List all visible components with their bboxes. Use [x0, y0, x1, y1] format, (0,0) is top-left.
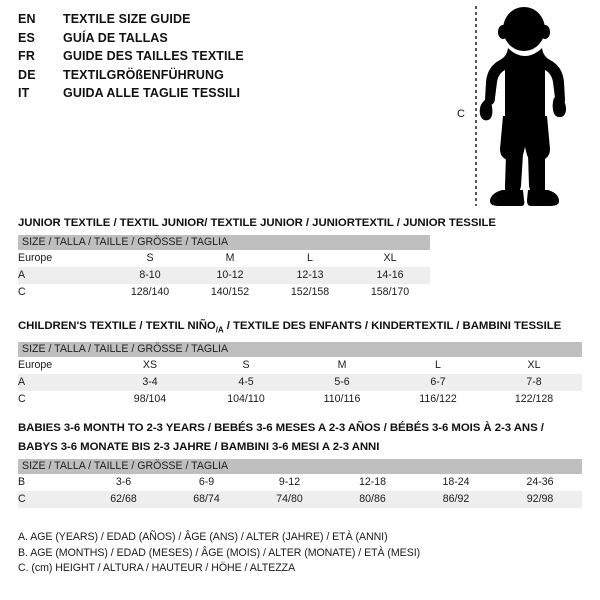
table-band-header: SIZE / TALLA / TAILLE / GRÖSSE / TAGLIA: [18, 342, 583, 358]
language-code: FR: [18, 49, 36, 63]
measure-label-c: C: [457, 108, 465, 120]
table-cell: 12-18: [331, 474, 414, 491]
table-row: A 8-10 10-12 12-13 14-16: [18, 267, 430, 284]
section-babies: BABIES 3-6 MONTH TO 2-3 YEARS / BEBÉS 3-…: [18, 421, 583, 508]
language-code: DE: [18, 67, 36, 82]
table-cell: 158/170: [350, 284, 430, 301]
section-heading-babies-line1: BABIES 3-6 MONTH TO 2-3 YEARS / BEBÉS 3-…: [18, 422, 544, 434]
table-row: C 128/140 140/152 152/158 158/170: [18, 284, 430, 301]
table-cell: S: [110, 250, 190, 267]
table-cell: 3-6: [82, 474, 165, 491]
language-row: FR GUIDE DES TAILLES TEXTILE: [18, 49, 418, 68]
table-row: B 3-6 6-9 9-12 12-18 18-24 24-36: [18, 474, 583, 491]
row-label: Europe: [18, 357, 102, 375]
table-row: C 98/104 104/110 110/116 116/122 122/128: [18, 391, 583, 409]
size-table-children: SIZE / TALLA / TAILLE / GRÖSSE / TAGLIA …: [18, 342, 583, 409]
language-row: EN TEXTILE SIZE GUIDE: [18, 12, 418, 31]
section-junior: JUNIOR TEXTILE / TEXTIL JUNIOR/ TEXTILE …: [18, 216, 496, 301]
table-cell: 12-13: [270, 267, 350, 284]
language-title: GUÍA DE TALLAS: [63, 30, 168, 45]
table-cell: M: [190, 250, 270, 267]
table-cell: 24-36: [498, 474, 583, 491]
table-row: Europe S M L XL: [18, 250, 430, 267]
table-cell: 152/158: [270, 284, 350, 301]
table-cell: 68/74: [165, 491, 248, 508]
table-cell: 104/110: [198, 391, 294, 409]
row-label: B: [18, 474, 82, 491]
table-row: A 3-4 4-5 5-6 6-7 7-8: [18, 374, 583, 392]
table-cell: 18-24: [414, 474, 498, 491]
section-heading-babies-line2: BABYS 3-6 MONATE BIS 2-3 JAHRE / BAMBINI…: [18, 441, 380, 453]
table-cell: 3-4: [102, 374, 198, 392]
language-title: GUIDE DES TAILLES TEXTILE: [63, 49, 244, 63]
table-cell: 80/86: [331, 491, 414, 508]
table-band-header: SIZE / TALLA / TAILLE / GRÖSSE / TAGLIA: [18, 235, 430, 250]
table-cell: S: [198, 357, 294, 375]
size-table-junior: SIZE / TALLA / TAILLE / GRÖSSE / TAGLIA …: [18, 235, 430, 301]
legend-block: A. AGE (YEARS) / EDAD (AÑOS) / ÂGE (ANS)…: [18, 530, 420, 577]
table-cell: 62/68: [82, 491, 165, 508]
row-label: C: [18, 491, 82, 508]
table-cell: 116/122: [390, 391, 486, 409]
table-cell: 110/116: [294, 391, 390, 409]
band-label: SIZE / TALLA / TAILLE / GRÖSSE / TAGLIA: [18, 342, 583, 358]
table-cell: 86/92: [414, 491, 498, 508]
table-cell: 7-8: [486, 374, 583, 392]
heading-part-post: / TEXTILE DES ENFANTS / KINDERTEXTIL / B…: [223, 320, 562, 332]
table-cell: 98/104: [102, 391, 198, 409]
row-label: C: [18, 391, 102, 409]
table-band-header: SIZE / TALLA / TAILLE / GRÖSSE / TAGLIA: [18, 459, 583, 474]
table-cell: 140/152: [190, 284, 270, 301]
table-cell: M: [294, 357, 390, 375]
table-cell: 8-10: [110, 267, 190, 284]
table-row: C 62/68 68/74 74/80 80/86 86/92 92/98: [18, 491, 583, 508]
table-cell: 122/128: [486, 391, 583, 409]
table-cell: 10-12: [190, 267, 270, 284]
table-cell: 5-6: [294, 374, 390, 392]
legend-line-b: B. AGE (MONTHS) / EDAD (MESES) / ÂGE (MO…: [18, 546, 421, 559]
table-cell: XL: [350, 250, 430, 267]
height-measurement-illustration: C: [445, 4, 595, 208]
table-cell: XL: [486, 357, 583, 375]
table-cell: 6-9: [165, 474, 248, 491]
language-row: DE TEXTILGRÖßENFÜHRUNG: [18, 68, 418, 87]
table-cell: 92/98: [498, 491, 583, 508]
section-heading-children: CHILDREN'S TEXTILE / TEXTIL NIÑO/A / TEX…: [18, 319, 582, 337]
language-code: ES: [18, 30, 36, 45]
language-title: GUIDA ALLE TAGLIE TESSILI: [63, 86, 241, 100]
row-label: C: [18, 284, 110, 301]
language-code: IT: [18, 86, 30, 100]
language-row: ES GUÍA DE TALLAS: [18, 31, 418, 50]
language-title: TEXTILE SIZE GUIDE: [63, 12, 191, 26]
heading-part-pre: CHILDREN'S TEXTILE / TEXTIL NIÑO: [18, 320, 216, 332]
table-cell: 9-12: [248, 474, 331, 491]
size-table-babies: SIZE / TALLA / TAILLE / GRÖSSE / TAGLIA …: [18, 459, 583, 508]
language-row: IT GUIDA ALLE TAGLIE TESSILI: [18, 86, 418, 105]
table-cell: L: [270, 250, 350, 267]
table-row: Europe XS S M L XL: [18, 357, 583, 375]
heading-part-subscript: /A: [215, 325, 224, 335]
table-cell: 4-5: [198, 374, 294, 392]
table-cell: 14-16: [350, 267, 430, 284]
language-title-block: EN TEXTILE SIZE GUIDE ES GUÍA DE TALLAS …: [18, 12, 418, 105]
row-label: A: [18, 374, 102, 392]
band-label: SIZE / TALLA / TAILLE / GRÖSSE / TAGLIA: [18, 235, 430, 250]
table-cell: XS: [102, 357, 198, 375]
language-title: TEXTILGRÖßENFÜHRUNG: [63, 67, 224, 82]
section-children: CHILDREN'S TEXTILE / TEXTIL NIÑO/A / TEX…: [18, 319, 583, 409]
table-cell: 128/140: [110, 284, 190, 301]
legend-line-c: C. (cm) HEIGHT / ALTURA / HAUTEUR / HÖHE…: [18, 562, 296, 574]
row-label: A: [18, 267, 110, 284]
table-cell: 74/80: [248, 491, 331, 508]
toddler-silhouette-shape: [479, 7, 566, 206]
band-label: SIZE / TALLA / TAILLE / GRÖSSE / TAGLIA: [18, 459, 583, 474]
legend-line-a: A. AGE (YEARS) / EDAD (AÑOS) / ÂGE (ANS)…: [18, 531, 388, 543]
row-label: Europe: [18, 250, 110, 267]
section-heading-junior: JUNIOR TEXTILE / TEXTIL JUNIOR/ TEXTILE …: [18, 217, 496, 229]
table-cell: 6-7: [390, 374, 486, 392]
language-code: EN: [18, 12, 36, 26]
table-cell: L: [390, 357, 486, 375]
